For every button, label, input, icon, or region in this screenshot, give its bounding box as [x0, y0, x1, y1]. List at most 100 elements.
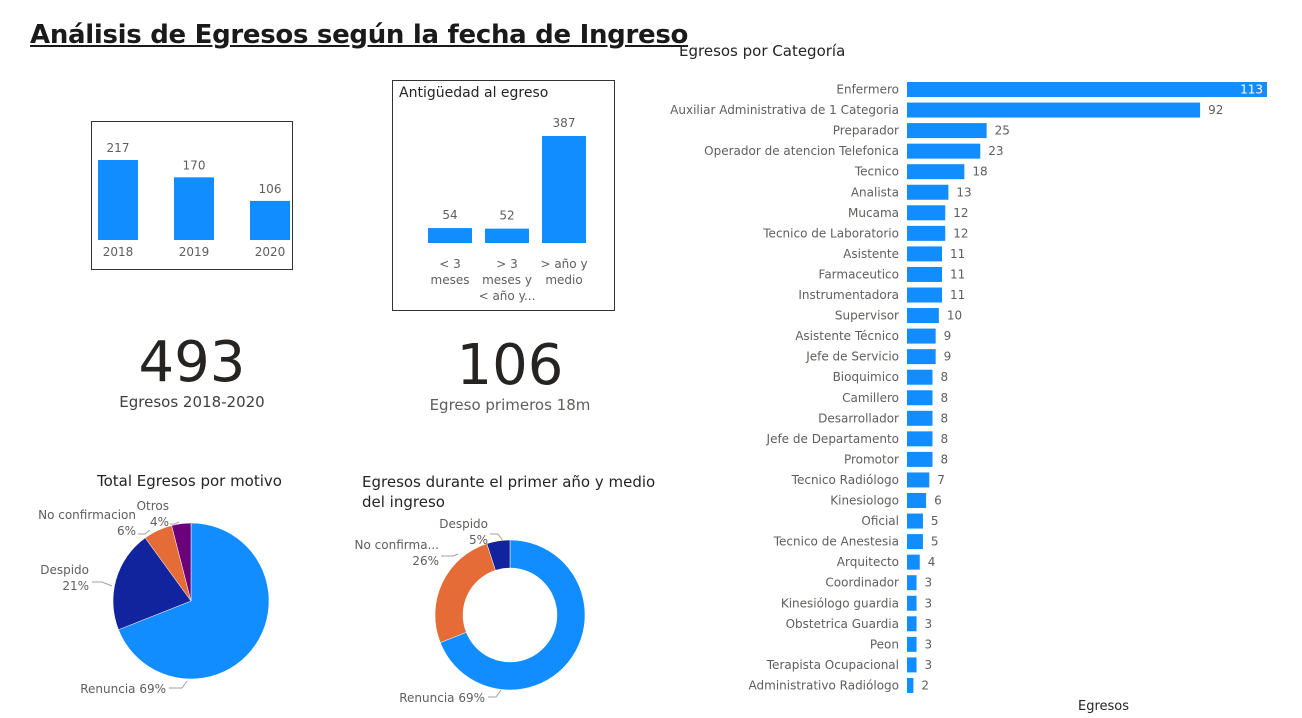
category-bar[interactable] — [907, 595, 917, 611]
category-tick-label: Bioquimico — [833, 370, 899, 384]
category-bar-value: 12 — [953, 226, 968, 240]
category-bar[interactable] — [907, 266, 943, 282]
antiguedad-bar-value: 54 — [442, 208, 457, 222]
year-bar-2020[interactable] — [250, 200, 290, 240]
category-bar[interactable] — [907, 82, 1267, 97]
pie-slice-label: No confirma... — [355, 538, 439, 552]
pie-leader-line — [170, 521, 180, 525]
category-tick-label: Kinesiologo — [830, 494, 899, 508]
pie-slice-label: Otros — [137, 499, 169, 513]
year-tick-label: 2018 — [103, 245, 134, 259]
category-bar-value: 7 — [937, 473, 945, 487]
category-bar-value: 12 — [953, 206, 968, 220]
category-tick-label: Tecnico de Anestesia — [773, 535, 899, 549]
category-bar[interactable] — [907, 493, 927, 508]
kpi-total-label: Egresos 2018-2020 — [119, 393, 265, 411]
years-bar-chart[interactable]: 217 2018 170 2019 106 2020 — [92, 122, 292, 269]
category-tick-label: Kinesiólogo guardia — [781, 596, 899, 610]
category-bar[interactable] — [907, 513, 923, 529]
category-tick-label: Coordinador — [825, 576, 899, 590]
category-bar[interactable] — [907, 451, 933, 467]
category-bar-value: 9 — [944, 350, 952, 364]
year-tick-label: 2020 — [255, 245, 286, 259]
pie2-slice[interactable] — [434, 543, 496, 643]
category-bar[interactable] — [907, 575, 917, 591]
pie1-slice[interactable] — [171, 522, 192, 602]
motivo-pie-chart[interactable]: Renuncia 69% Despido 21% No confirmacion 6%O… — [30, 492, 330, 707]
category-bar[interactable] — [907, 534, 923, 550]
category-bar-value: 8 — [940, 370, 948, 384]
category-bar[interactable] — [907, 102, 1201, 118]
pie2-slice[interactable] — [486, 539, 511, 571]
category-bar-value: 9 — [944, 329, 952, 343]
pie-leader-line — [169, 680, 188, 689]
antiguedad-chart-title: Antigüedad al egreso — [399, 85, 549, 101]
pie-leader-line — [441, 553, 459, 557]
category-tick-label: Mucama — [848, 206, 899, 220]
category-tick-label: Instrumentadora — [798, 288, 899, 302]
primer-anio-donut-chart[interactable]: Renuncia 69% No confirma... 26% Despido 5% — [330, 512, 650, 712]
antiguedad-tick-label: > 3 — [496, 257, 518, 271]
categoria-bar-chart[interactable]: Enfermero 11 3 Auxiliar Administrativa de 1… — [640, 76, 1280, 696]
category-bar-value: 3 — [925, 637, 933, 651]
pie-leader-line — [92, 581, 113, 587]
category-bar[interactable] — [907, 431, 933, 447]
category-bar-value: 8 — [940, 391, 948, 405]
category-bar[interactable] — [907, 472, 930, 488]
pie-slice-label: Renuncia 69% — [399, 691, 485, 705]
kpi-total-value: 493 — [138, 330, 246, 395]
year-bar-2019[interactable] — [174, 177, 214, 240]
category-tick-label: Tecnico de Laboratorio — [762, 226, 899, 240]
antiguedad-tick-label: meses y — [482, 273, 532, 287]
antiguedad-bar[interactable] — [485, 228, 529, 243]
antiguedad-bar[interactable] — [542, 136, 586, 243]
category-bar[interactable] — [907, 410, 933, 426]
kpi-card-18m[interactable]: 106 Egreso primeros 18m — [410, 333, 610, 414]
kpi-18m-value: 106 — [456, 333, 564, 398]
category-bar[interactable] — [907, 349, 936, 365]
pie-leader-line — [138, 529, 151, 535]
category-tick-label: Asistente Técnico — [795, 329, 899, 343]
category-bar[interactable] — [907, 225, 946, 241]
category-tick-label: Obstetrica Guardia — [786, 617, 899, 631]
pie-slice-label: 5% — [469, 533, 488, 547]
pie1-slice[interactable] — [118, 522, 270, 680]
kpi-card-total[interactable]: 493 Egresos 2018-2020 — [92, 330, 292, 411]
pie-slice-label: Despido — [439, 517, 488, 531]
category-tick-label: Promotor — [844, 452, 899, 466]
pie1-slice[interactable] — [112, 537, 192, 631]
category-bar[interactable] — [907, 308, 939, 324]
category-bar[interactable] — [907, 205, 946, 221]
category-tick-label: Oficial — [861, 514, 899, 528]
category-bar[interactable] — [907, 164, 965, 180]
category-bar-value: 8 — [940, 432, 948, 446]
pie-slice-label: Renuncia 69% — [80, 682, 166, 696]
category-tick-label: Enfermero — [836, 83, 899, 97]
antiguedad-tick-label: < 3 — [439, 257, 461, 271]
category-bar-value: 11 — [950, 288, 965, 302]
category-bar[interactable] — [907, 123, 987, 139]
category-bar[interactable] — [907, 554, 920, 570]
category-bar[interactable] — [907, 616, 917, 632]
antiguedad-bar-chart[interactable]: 54 < 3 meses 52 > 3 meses y < año y... 387 > año… — [393, 81, 614, 310]
category-bar[interactable] — [907, 143, 981, 159]
category-bar[interactable] — [907, 184, 949, 200]
year-bar-value: 106 — [259, 182, 282, 196]
category-bar[interactable] — [907, 246, 943, 262]
year-bar-2018[interactable] — [98, 160, 138, 240]
antiguedad-bar[interactable] — [428, 228, 472, 243]
category-bar[interactable] — [907, 390, 933, 406]
categoria-chart-title: Egresos por Categoría — [679, 42, 846, 60]
category-bar[interactable] — [907, 369, 933, 385]
antiguedad-tick-label: > año y — [540, 257, 587, 271]
category-bar[interactable] — [907, 287, 943, 303]
category-bar[interactable] — [907, 657, 917, 673]
pie2-slice[interactable] — [439, 539, 586, 691]
category-bar[interactable] — [907, 328, 936, 344]
category-bar[interactable] — [907, 636, 917, 652]
category-bar-value: 3 — [925, 617, 933, 631]
category-bar-value: 18 — [972, 165, 987, 179]
category-bar-value: 3 — [925, 576, 933, 590]
category-tick-label: Auxiliar Administrativa de 1 Categoria — [670, 103, 899, 117]
category-bar[interactable] — [907, 677, 914, 693]
